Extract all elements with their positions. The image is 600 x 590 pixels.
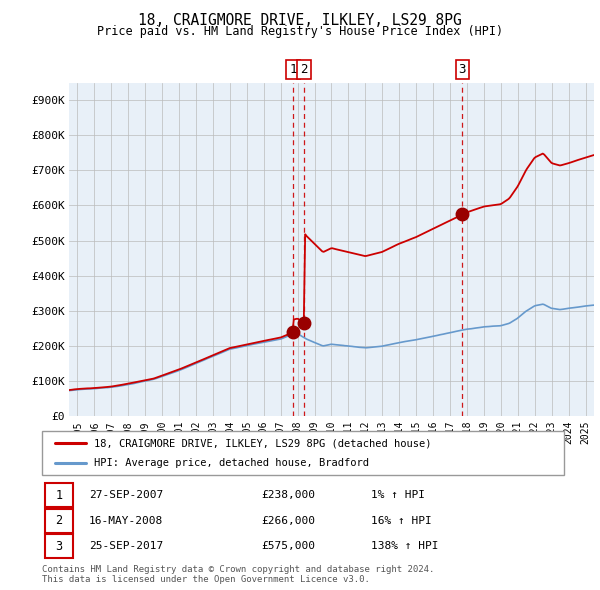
Text: 2: 2 [300,63,308,76]
Text: £266,000: £266,000 [261,516,315,526]
Bar [44,509,73,533]
Bar [44,483,73,507]
Text: 25-SEP-2017: 25-SEP-2017 [89,541,163,551]
Text: 18, CRAIGMORE DRIVE, ILKLEY, LS29 8PG (detached house): 18, CRAIGMORE DRIVE, ILKLEY, LS29 8PG (d… [94,438,432,448]
Text: 3: 3 [458,63,466,76]
Text: 1: 1 [55,489,62,502]
Text: £575,000: £575,000 [261,541,315,551]
Text: 16% ↑ HPI: 16% ↑ HPI [371,516,431,526]
Text: 3: 3 [55,540,62,553]
Text: 2: 2 [55,514,62,527]
Text: 27-SEP-2007: 27-SEP-2007 [89,490,163,500]
Bar [44,534,73,558]
Text: 16-MAY-2008: 16-MAY-2008 [89,516,163,526]
Text: 1: 1 [289,63,297,76]
Text: £238,000: £238,000 [261,490,315,500]
Text: Contains HM Land Registry data © Crown copyright and database right 2024.
This d: Contains HM Land Registry data © Crown c… [42,565,434,584]
Text: HPI: Average price, detached house, Bradford: HPI: Average price, detached house, Brad… [94,458,369,468]
Text: 18, CRAIGMORE DRIVE, ILKLEY, LS29 8PG: 18, CRAIGMORE DRIVE, ILKLEY, LS29 8PG [138,13,462,28]
Text: Price paid vs. HM Land Registry's House Price Index (HPI): Price paid vs. HM Land Registry's House … [97,25,503,38]
Text: 1% ↑ HPI: 1% ↑ HPI [371,490,425,500]
Text: 138% ↑ HPI: 138% ↑ HPI [371,541,439,551]
